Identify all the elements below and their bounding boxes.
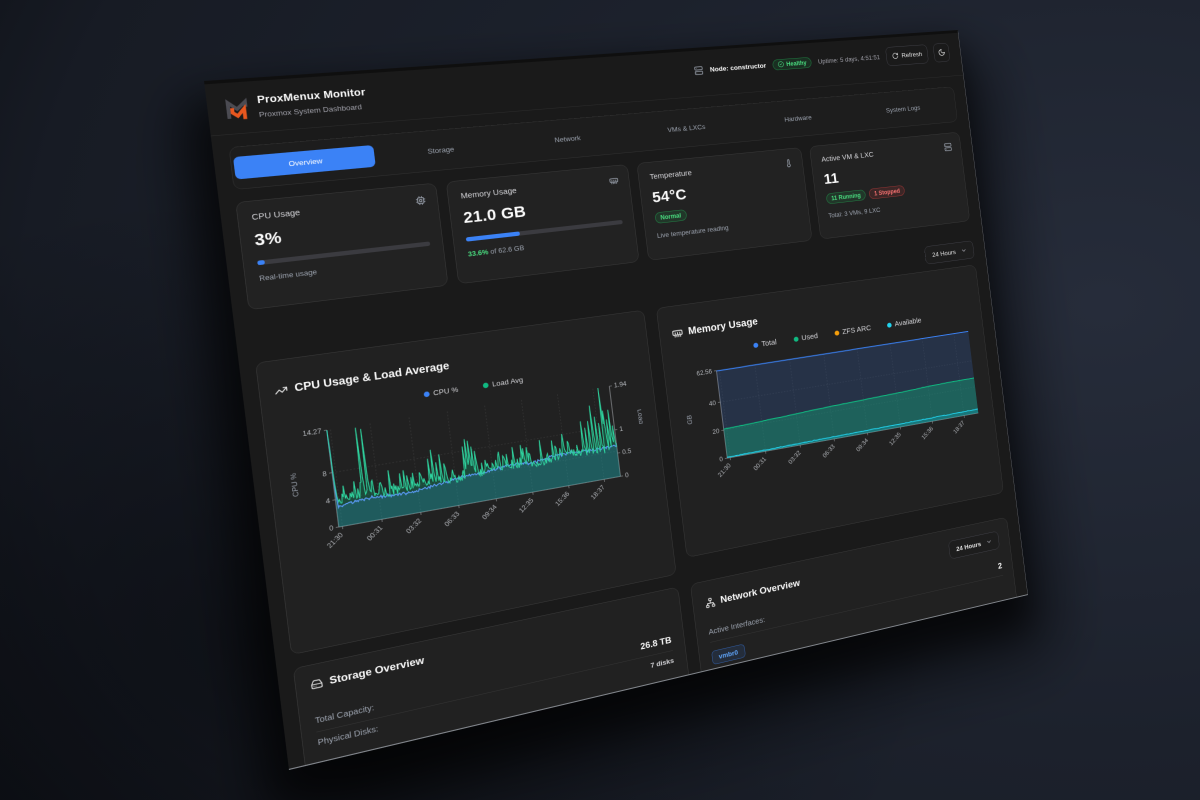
svg-text:06:33: 06:33 (821, 443, 836, 459)
svg-text:1.94: 1.94 (614, 380, 628, 390)
svg-text:14.27: 14.27 (302, 427, 322, 438)
svg-text:40: 40 (708, 399, 716, 407)
svg-text:GB: GB (685, 414, 693, 425)
svg-text:03:32: 03:32 (404, 517, 423, 535)
svg-text:1: 1 (619, 425, 624, 433)
svg-text:03:32: 03:32 (787, 449, 802, 465)
svg-text:15:36: 15:36 (920, 425, 934, 441)
svg-text:0.5: 0.5 (622, 447, 632, 456)
svg-text:00:31: 00:31 (365, 524, 384, 543)
svg-text:62.56: 62.56 (696, 368, 712, 378)
svg-text:18:37: 18:37 (589, 484, 606, 501)
svg-text:18:37: 18:37 (952, 419, 966, 435)
svg-text:0: 0 (625, 471, 630, 479)
svg-text:Load: Load (636, 409, 645, 425)
svg-text:CPU %: CPU % (289, 472, 301, 497)
svg-text:06:33: 06:33 (443, 510, 461, 528)
svg-text:21:30: 21:30 (325, 531, 345, 550)
svg-text:09:34: 09:34 (855, 436, 870, 453)
svg-text:8: 8 (322, 470, 327, 479)
svg-text:00:31: 00:31 (752, 455, 768, 472)
svg-text:20: 20 (712, 427, 720, 436)
svg-text:09:34: 09:34 (480, 503, 499, 521)
svg-text:12:35: 12:35 (888, 431, 903, 447)
svg-text:15:36: 15:36 (554, 490, 571, 508)
svg-text:0: 0 (329, 524, 334, 533)
svg-text:0: 0 (719, 455, 723, 463)
svg-text:12:35: 12:35 (517, 496, 535, 514)
svg-text:21:30: 21:30 (716, 462, 732, 479)
svg-text:4: 4 (325, 497, 331, 506)
